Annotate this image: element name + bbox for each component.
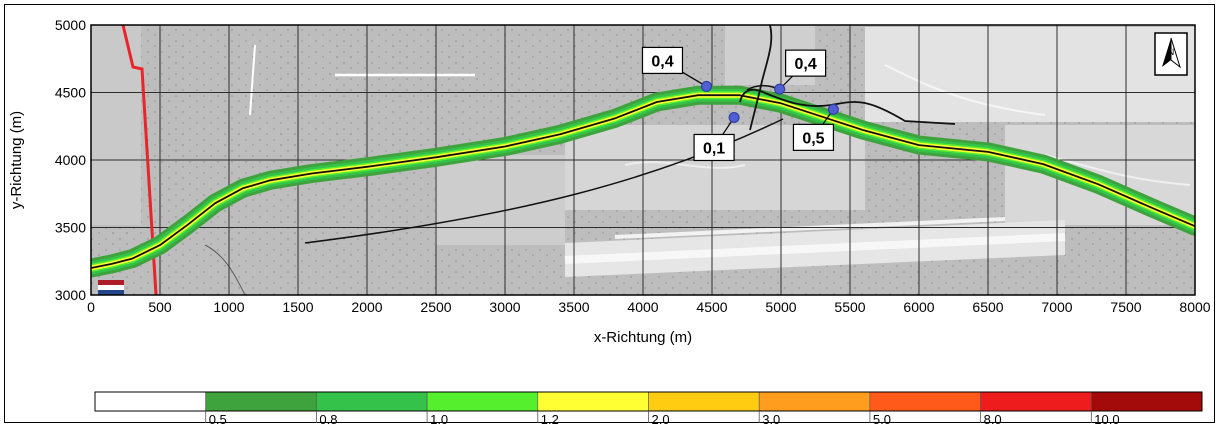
x-tick-label: 6500	[972, 299, 1003, 315]
legend-color-swatch	[869, 391, 981, 412]
x-tick-label: 8000	[1179, 299, 1210, 315]
legend-color-swatch	[980, 391, 1092, 412]
y-tick-label: 5000	[55, 17, 86, 33]
x-tick-label: 3000	[489, 299, 520, 315]
settlement-area	[865, 27, 1195, 122]
x-tick-label: 7500	[1110, 299, 1141, 315]
legend-label: 10,0	[1094, 412, 1119, 424]
receptor-value: 0,4	[794, 56, 816, 73]
minor-road	[249, 44, 256, 116]
receptor-label-box	[641, 46, 684, 75]
north-arrow-label: N	[1168, 47, 1175, 57]
receptor-value: 0,4	[651, 53, 673, 70]
x-tick-label: 500	[148, 299, 172, 315]
x-tick-label: 2500	[420, 299, 451, 315]
receptor-point	[827, 103, 839, 115]
receptor-value: 0,1	[703, 140, 725, 157]
receptor-value: 0,5	[802, 130, 824, 147]
legend-color-swatch	[94, 391, 206, 412]
y-tick-label: 3500	[55, 220, 86, 236]
receptor-label-box	[785, 49, 827, 77]
legend-color-swatch	[426, 391, 539, 412]
legend-label: 3,0	[762, 412, 780, 424]
minor-road	[1044, 154, 1191, 186]
legend-label: 8,0	[984, 412, 1002, 424]
x-tick-label: 1500	[282, 299, 313, 315]
x-tick-label: 1000	[213, 299, 244, 315]
legend: 0,5 0,8 1,0 1,2 2,0 3,0 5,0 8,0 10,0	[94, 391, 1203, 427]
map-figure-svg: 0,4 0,40,10,5 N 0 500 1000 1500 2000 2500 3000 3…	[8, 17, 1211, 427]
x-tick-label: 4000	[627, 299, 658, 315]
road-centerline	[91, 94, 1195, 269]
x-tick-label: 3500	[558, 299, 589, 315]
y-axis-label: y-Richtung (m)	[8, 111, 25, 209]
runway	[564, 233, 1066, 264]
minor-road	[884, 64, 1046, 116]
field-area	[91, 25, 141, 225]
x-tick-label: 0	[87, 299, 95, 315]
legend-color-swatch	[648, 391, 760, 412]
side-road	[739, 88, 956, 125]
x-tick-label: 4500	[696, 299, 727, 315]
x-axis-label: x-Richtung (m)	[594, 329, 692, 346]
side-road	[749, 25, 773, 131]
country-border-line	[121, 25, 158, 295]
receptor-label-box	[693, 133, 735, 162]
x-tick-label: 2000	[351, 299, 382, 315]
legend-label: 0,5	[209, 412, 227, 424]
minor-road	[624, 161, 746, 169]
legend-label: 5,0	[873, 412, 891, 424]
map-figure: 0,4 0,4 0,1 0,5 N 0 500 1000 1500 2000 2500 3000 3…	[4, 4, 1215, 427]
y-tick-labels: 3000 3500 4000 4500 5000	[55, 17, 86, 303]
legend-label: 1,0	[430, 412, 448, 424]
north-arrow-icon	[1170, 37, 1181, 69]
clearing-area	[435, 155, 565, 245]
receptor-points: 0,4 0,4 0,1 0,5	[641, 46, 839, 162]
legend-color-swatch	[1091, 391, 1203, 412]
legend-label: 1,2	[541, 412, 559, 424]
receptor-label-box	[792, 123, 835, 151]
y-tick-label: 3000	[55, 287, 86, 303]
legend-label: 2,0	[652, 412, 670, 424]
receptor-point	[774, 83, 786, 95]
legend-color-swatch	[316, 391, 428, 412]
y-tick-label: 4000	[55, 152, 86, 168]
map-border	[90, 24, 1196, 296]
x-tick-label: 5000	[765, 299, 796, 315]
x-tick-label: 6000	[903, 299, 934, 315]
y-tick-label: 4500	[55, 85, 86, 101]
receptor-point	[700, 80, 712, 92]
road-emission-band	[91, 85, 1195, 278]
legend-color-swatch	[205, 391, 317, 412]
x-tick-labels: 0 500 1000 1500 2000 2500 3000 3500 4000 4500 5000…	[87, 299, 1211, 315]
netherlands-flag-icon	[98, 280, 124, 295]
north-arrow: N	[1154, 32, 1188, 76]
basemap: 0,4 0,4 0,1 0,5	[91, 25, 1195, 295]
receptor-point	[728, 111, 740, 123]
legend-color-swatch	[537, 391, 649, 412]
north-arrow-icon	[1162, 38, 1171, 67]
x-tick-label: 5500	[834, 299, 865, 315]
legend-color-swatch	[758, 391, 871, 412]
x-tick-label: 7000	[1041, 299, 1072, 315]
legend-label: 0,8	[319, 412, 337, 424]
